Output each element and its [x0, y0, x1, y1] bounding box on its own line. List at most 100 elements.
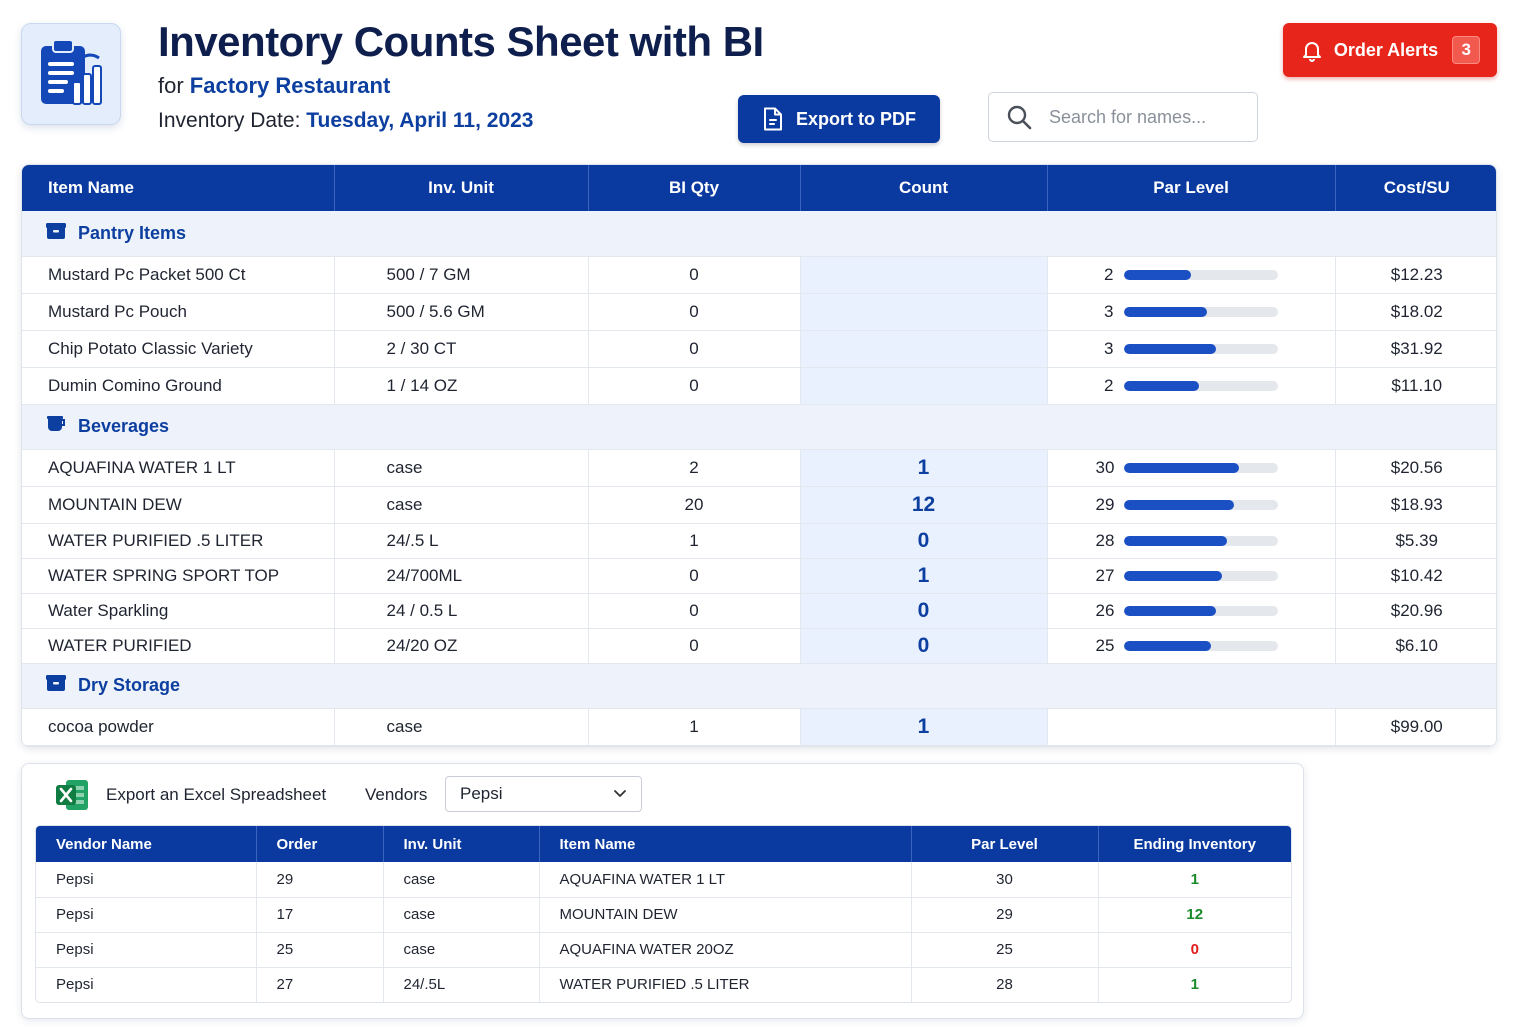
table-row[interactable]: Pepsi 29 case AQUAFINA WATER 1 LT 30 1 — [36, 862, 1291, 898]
table-row[interactable]: WATER PURIFIED 24/20 OZ 0 0 25 $6.10 — [22, 628, 1496, 664]
table-row[interactable]: Pepsi 17 case MOUNTAIN DEW 29 12 — [36, 897, 1291, 933]
par-level-bar — [1123, 535, 1278, 546]
item-name: WATER PURIFIED .5 LITER — [22, 523, 335, 559]
inv-unit: 1 / 14 OZ — [334, 367, 589, 405]
order-alerts-button[interactable]: Order Alerts 3 — [1283, 23, 1497, 77]
count-input-cell[interactable]: 0 — [800, 593, 1048, 629]
par-level-bar — [1123, 343, 1278, 354]
par-level-bar-fill — [1123, 343, 1216, 354]
inv-unit: case — [334, 708, 589, 746]
order-alerts-badge: 3 — [1452, 36, 1481, 64]
vendor-item-name: AQUAFINA WATER 20OZ — [539, 932, 912, 968]
table-row[interactable]: cocoa powder case 1 1 $99.00 — [22, 708, 1496, 746]
search-input[interactable] — [1049, 106, 1249, 128]
box-icon — [46, 222, 66, 245]
vendor-par-level: 29 — [911, 897, 1099, 933]
chevron-down-icon — [614, 790, 626, 797]
col-vendor-name[interactable]: Vendor Name — [36, 826, 257, 862]
bi-qty: 1 — [588, 523, 801, 559]
vendor-par-level: 25 — [911, 932, 1099, 968]
vendor-select[interactable]: Pepsi — [445, 776, 642, 812]
inv-unit: 500 / 5.6 GM — [334, 293, 589, 331]
table-row[interactable]: WATER PURIFIED .5 LITER 24/.5 L 1 0 28 $5.39 — [22, 523, 1496, 559]
count-input-cell[interactable]: 0 — [800, 628, 1048, 664]
count-input-cell[interactable]: 1 — [800, 708, 1048, 746]
cost-su: $11.10 — [1335, 367, 1496, 405]
category-label: Pantry Items — [78, 222, 187, 243]
vendor-item-name: MOUNTAIN DEW — [539, 897, 912, 933]
bi-qty: 0 — [588, 593, 801, 629]
restaurant-name: Factory Restaurant — [189, 73, 391, 98]
table-row[interactable]: Mustard Pc Pouch 500 / 5.6 GM 0 3 $18.02 — [22, 293, 1496, 331]
vendor-export-panel: Export an Excel Spreadsheet Vendors Peps… — [21, 763, 1304, 1019]
order-qty: 17 — [256, 897, 384, 933]
inventory-table-header: Item Name Inv. Unit BI Qty Count Par Lev… — [22, 165, 1496, 211]
table-row[interactable]: WATER SPRING SPORT TOP 24/700ML 0 1 27 $10.42 — [22, 558, 1496, 594]
table-row[interactable]: Chip Potato Classic Variety 2 / 30 CT 0 3 $3… — [22, 330, 1496, 368]
inv-unit: 24/20 OZ — [334, 628, 589, 664]
count-input-cell[interactable]: 1 — [800, 558, 1048, 594]
cost-su: $18.02 — [1335, 293, 1496, 331]
count-input-cell[interactable] — [800, 330, 1048, 368]
table-row[interactable]: Dumin Comino Ground 1 / 14 OZ 0 2 $11.10 — [22, 367, 1496, 405]
par-level-bar — [1123, 605, 1278, 616]
col-item-name[interactable]: Item Name — [22, 165, 335, 211]
par-level-bar-fill — [1123, 462, 1239, 473]
table-row[interactable]: MOUNTAIN DEW case 20 12 29 $18.93 — [22, 486, 1496, 524]
inventory-table: Item Name Inv. Unit BI Qty Count Par Lev… — [21, 164, 1497, 747]
col-par-level[interactable]: Par Level — [1047, 165, 1336, 211]
count-input-cell[interactable]: 12 — [800, 486, 1048, 524]
vendor-inv-unit: case — [383, 862, 540, 898]
col-vendor-item-name[interactable]: Item Name — [539, 826, 912, 862]
col-order[interactable]: Order — [256, 826, 384, 862]
category-row: Dry Storage — [22, 663, 1496, 709]
par-level-bar — [1123, 380, 1278, 391]
order-alerts-label: Order Alerts — [1333, 39, 1439, 60]
par-level-bar — [1123, 499, 1278, 510]
bi-qty: 20 — [588, 486, 801, 524]
inventory-date-value: Tuesday, April 11, 2023 — [306, 109, 534, 132]
table-row[interactable]: Water Sparkling 24 / 0.5 L 0 0 26 $20.96 — [22, 593, 1496, 629]
par-level-bar — [1123, 269, 1278, 280]
ending-inventory: 0 — [1098, 932, 1291, 968]
par-level-value: 26 — [1095, 600, 1115, 620]
col-inv-unit[interactable]: Inv. Unit — [334, 165, 589, 211]
cost-su: $20.96 — [1335, 593, 1496, 629]
par-level-value: 30 — [1095, 457, 1115, 477]
count-input-cell[interactable] — [800, 293, 1048, 331]
par-level-value: 3 — [1104, 338, 1114, 358]
table-row[interactable]: Pepsi 25 case AQUAFINA WATER 20OZ 25 0 — [36, 932, 1291, 968]
count-input-cell[interactable]: 0 — [800, 523, 1048, 559]
table-row[interactable]: Mustard Pc Packet 500 Ct 500 / 7 GM 0 2 $12.… — [22, 256, 1496, 294]
par-level-cell: 30 — [1047, 449, 1336, 487]
count-input-cell[interactable]: 1 — [800, 449, 1048, 487]
col-count[interactable]: Count — [800, 165, 1048, 211]
item-name: WATER PURIFIED — [22, 628, 335, 664]
par-level-value: 3 — [1104, 301, 1114, 321]
col-vendor-par-level[interactable]: Par Level — [911, 826, 1099, 862]
item-name: MOUNTAIN DEW — [22, 486, 335, 524]
col-ending-inventory[interactable]: Ending Inventory — [1098, 826, 1291, 862]
export-excel-link[interactable]: Export an Excel Spreadsheet — [106, 785, 327, 804]
col-cost-su[interactable]: Cost/SU — [1335, 165, 1496, 211]
export-pdf-label: Export to PDF — [796, 108, 916, 129]
vendor-name: Pepsi — [36, 897, 257, 933]
excel-icon[interactable] — [54, 778, 90, 817]
table-row[interactable]: AQUAFINA WATER 1 LT case 2 1 30 $20.56 — [22, 449, 1496, 487]
count-input-cell[interactable] — [800, 367, 1048, 405]
bi-qty: 0 — [588, 367, 801, 405]
clipboard-chart-icon — [41, 39, 102, 105]
cost-su: $12.23 — [1335, 256, 1496, 294]
order-qty: 25 — [256, 932, 384, 968]
export-pdf-button[interactable]: Export to PDF — [738, 95, 940, 143]
count-input-cell[interactable] — [800, 256, 1048, 294]
table-row[interactable]: Pepsi 27 24/.5L WATER PURIFIED .5 LITER 28 1 — [36, 967, 1291, 1002]
search-box[interactable] — [988, 92, 1258, 142]
vendor-toolbar: Export an Excel Spreadsheet Vendors Peps… — [22, 764, 1303, 824]
col-vendor-inv-unit[interactable]: Inv. Unit — [383, 826, 540, 862]
vendor-inv-unit: case — [383, 932, 540, 968]
par-level-bar-fill — [1123, 640, 1212, 651]
pdf-file-icon — [764, 107, 782, 131]
ending-inventory: 1 — [1190, 976, 1199, 994]
col-bi-qty[interactable]: BI Qty — [588, 165, 801, 211]
